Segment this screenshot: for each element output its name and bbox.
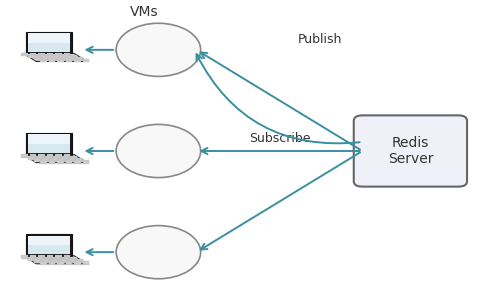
Polygon shape <box>24 256 87 264</box>
Polygon shape <box>51 56 58 60</box>
Polygon shape <box>49 261 55 265</box>
Polygon shape <box>28 236 70 245</box>
Polygon shape <box>51 259 58 263</box>
Polygon shape <box>34 158 40 162</box>
Polygon shape <box>47 154 53 158</box>
Polygon shape <box>68 259 74 263</box>
Polygon shape <box>60 259 66 263</box>
Polygon shape <box>47 53 53 56</box>
Polygon shape <box>70 156 77 159</box>
Polygon shape <box>27 156 34 159</box>
Polygon shape <box>70 55 77 58</box>
Polygon shape <box>47 255 53 259</box>
Polygon shape <box>76 56 83 60</box>
Polygon shape <box>36 55 43 58</box>
Polygon shape <box>34 259 40 263</box>
Polygon shape <box>60 56 66 60</box>
Polygon shape <box>38 154 45 158</box>
Polygon shape <box>64 255 71 259</box>
FancyArrowPatch shape <box>86 249 113 255</box>
Polygon shape <box>61 55 68 58</box>
Polygon shape <box>49 160 55 163</box>
Polygon shape <box>53 257 60 261</box>
FancyArrowPatch shape <box>201 53 360 149</box>
Polygon shape <box>45 55 51 58</box>
Polygon shape <box>25 32 72 53</box>
Polygon shape <box>36 156 43 159</box>
Polygon shape <box>45 156 51 159</box>
Circle shape <box>116 226 201 279</box>
Polygon shape <box>57 59 64 62</box>
Polygon shape <box>55 154 62 158</box>
Polygon shape <box>60 158 66 162</box>
Polygon shape <box>68 158 74 162</box>
Polygon shape <box>28 33 70 52</box>
Circle shape <box>116 124 201 178</box>
Polygon shape <box>49 59 55 62</box>
Polygon shape <box>66 261 72 265</box>
Polygon shape <box>74 261 81 265</box>
Polygon shape <box>76 259 83 263</box>
Polygon shape <box>38 255 45 259</box>
Polygon shape <box>28 33 70 43</box>
Polygon shape <box>24 53 87 61</box>
Polygon shape <box>53 156 60 159</box>
Text: Subscribe: Subscribe <box>250 132 311 146</box>
Polygon shape <box>21 255 28 259</box>
Polygon shape <box>42 158 49 162</box>
Text: VMs: VMs <box>130 5 158 19</box>
Polygon shape <box>27 55 34 58</box>
Polygon shape <box>30 154 36 158</box>
Polygon shape <box>83 261 89 265</box>
Polygon shape <box>55 255 62 259</box>
Polygon shape <box>25 234 72 256</box>
Polygon shape <box>66 160 72 163</box>
Polygon shape <box>42 56 49 60</box>
FancyArrowPatch shape <box>86 47 113 53</box>
Polygon shape <box>40 261 47 265</box>
FancyArrowPatch shape <box>202 148 360 154</box>
Polygon shape <box>55 53 62 56</box>
Polygon shape <box>45 257 51 261</box>
FancyArrowPatch shape <box>201 153 360 249</box>
Polygon shape <box>30 53 36 56</box>
Polygon shape <box>42 259 49 263</box>
Polygon shape <box>64 53 71 56</box>
Polygon shape <box>57 261 64 265</box>
Polygon shape <box>28 236 70 254</box>
Polygon shape <box>57 160 64 163</box>
Polygon shape <box>36 257 43 261</box>
Polygon shape <box>64 154 71 158</box>
Polygon shape <box>21 53 28 56</box>
Polygon shape <box>61 257 68 261</box>
Text: Publish: Publish <box>298 33 342 46</box>
Polygon shape <box>34 56 40 60</box>
Polygon shape <box>53 55 60 58</box>
Polygon shape <box>61 156 68 159</box>
Polygon shape <box>40 160 47 163</box>
Polygon shape <box>30 255 36 259</box>
FancyArrowPatch shape <box>86 148 113 154</box>
FancyArrowPatch shape <box>196 54 360 143</box>
Polygon shape <box>40 59 47 62</box>
Polygon shape <box>74 160 81 163</box>
Polygon shape <box>74 59 81 62</box>
Polygon shape <box>24 155 87 162</box>
Polygon shape <box>25 133 72 155</box>
Polygon shape <box>28 134 70 144</box>
Polygon shape <box>27 257 34 261</box>
Text: Redis
Server: Redis Server <box>388 136 433 166</box>
Polygon shape <box>21 154 28 158</box>
FancyBboxPatch shape <box>354 115 467 187</box>
Polygon shape <box>38 53 45 56</box>
Polygon shape <box>28 134 70 153</box>
Polygon shape <box>76 158 83 162</box>
Polygon shape <box>83 59 89 62</box>
Circle shape <box>116 23 201 76</box>
Polygon shape <box>66 59 72 62</box>
Polygon shape <box>70 257 77 261</box>
Polygon shape <box>83 160 89 163</box>
Polygon shape <box>51 158 58 162</box>
Polygon shape <box>68 56 74 60</box>
